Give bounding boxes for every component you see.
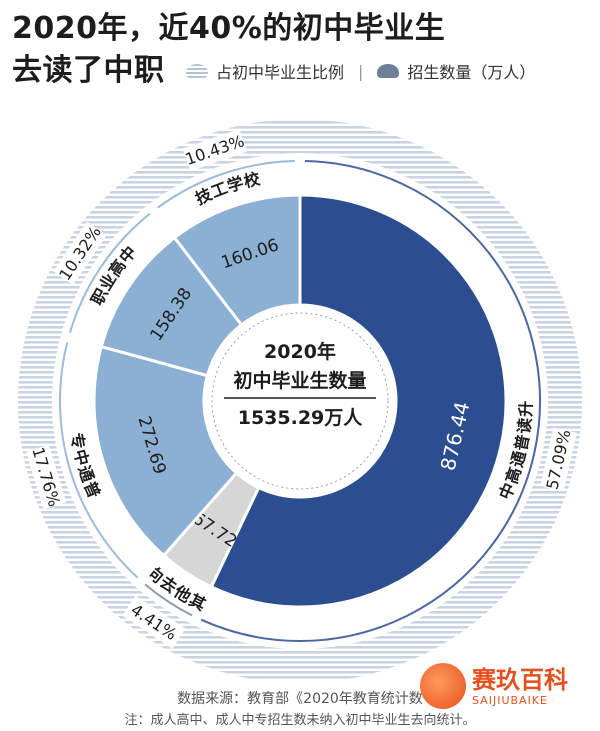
slice-3-category-char: 通 [74, 463, 97, 484]
chart-title: 2020年，近40%的初中毕业生 去读了中职 [12, 8, 445, 92]
slice-1-category-char: 通 [507, 449, 529, 469]
slice-1-category-char: 普 [511, 433, 533, 452]
slice-3-category-char: 专 [67, 431, 89, 450]
footer-source: 数据来源：教育部《2020年教育统计数 [177, 691, 423, 707]
slice-4-category-char: 职 [87, 285, 111, 308]
footer-note: 注：成人高中、成人中专招生数未纳入初中毕业生去向统计。 [124, 713, 476, 728]
slice-5-ring-border [157, 160, 295, 209]
slice-3-percent-bg [26, 444, 67, 510]
watermark: 赛玖百科 SAIJIUBAIKE [420, 656, 598, 716]
legend-separator: | [358, 61, 364, 81]
slice-5-percent-bg [182, 129, 248, 172]
center-year: 2020年 [264, 340, 336, 363]
slice-2-gap-line [191, 586, 214, 626]
slice-4-percent-bg [53, 221, 107, 285]
center-total: 1535.29万人 [238, 407, 364, 429]
title-line-1: 2020年，近40%的初中毕业生 [12, 11, 446, 46]
slice-2-category-char: 其 [186, 590, 209, 614]
slice-4-ring-border [68, 212, 151, 333]
slice-1-ring-border [200, 160, 541, 642]
legend: 占初中毕业生比例 | 招生数量（万人） [186, 58, 535, 84]
slice-5-gap-line [147, 203, 177, 239]
center-dashed-ring [211, 312, 389, 490]
watermark-latin: SAIJIUBAIKE [472, 693, 548, 707]
slice-1-category-char: 中 [495, 480, 519, 502]
title-line-2: 去读了中职 [12, 53, 165, 88]
slice-5-category-char: 校 [242, 169, 263, 191]
slice-3-gap-line [134, 554, 166, 589]
slice-1-category-char: 升 [516, 400, 536, 417]
slice-2-ring-border [144, 583, 193, 617]
slice-3-ring-border [59, 342, 139, 579]
watermark-logo-icon [420, 663, 466, 709]
slice-5-category-char: 学 [225, 173, 246, 196]
legend-count-swatch [377, 64, 400, 78]
center-disc [204, 305, 396, 497]
slice-3-category-char: 中 [70, 447, 92, 467]
watermark-name: 赛玖百科 [472, 665, 568, 694]
slice-4-gap-line [60, 333, 102, 349]
legend-count-label: 招生数量（万人） [407, 63, 536, 82]
slice-2-percent-bg [122, 595, 186, 649]
slice-1-category-char: 高 [502, 465, 525, 486]
legend-ratio-swatch [186, 64, 208, 78]
center-caption: 初中毕业生数量 [233, 369, 366, 392]
slice-1-category-char: 读 [514, 417, 535, 435]
slice-1-percent-bg [540, 427, 577, 492]
legend-ratio-label: 占初中毕业生比例 [216, 63, 345, 82]
slice-5-category-char: 工 [208, 178, 230, 201]
slice-3-category-char: 普 [80, 479, 104, 501]
